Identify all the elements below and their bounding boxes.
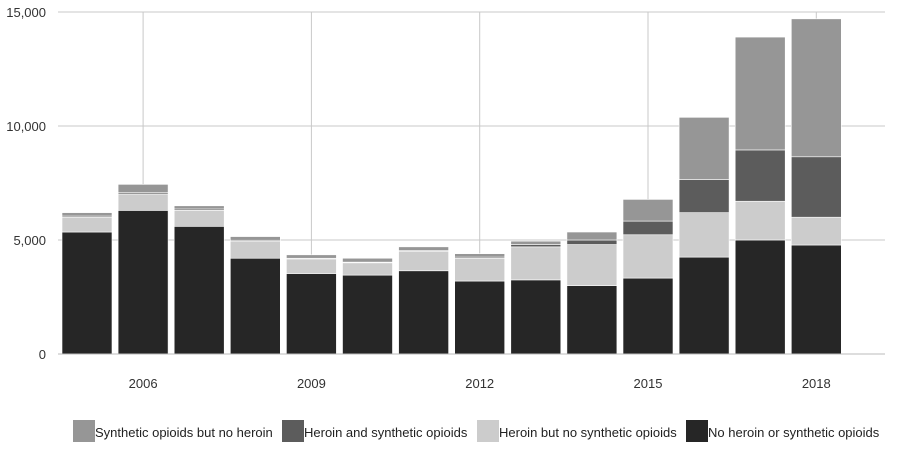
y-tick-label: 10,000 [6, 119, 46, 134]
bar-segment [454, 280, 506, 355]
bar-segment [510, 244, 562, 248]
bar-segment [734, 36, 786, 151]
bar-segment [734, 149, 786, 202]
legend-label: Heroin but no synthetic opioids [499, 425, 677, 440]
legend-label: Synthetic opioids but no heroin [95, 425, 273, 440]
bar-segment [61, 231, 113, 355]
x-tick-label: 2009 [297, 376, 326, 391]
axes: 0 5,000 10,000 15,000 2006 2009 2012 2015 2018 [6, 5, 885, 391]
bar-segment [566, 239, 618, 245]
bar-segment [790, 18, 842, 158]
x-tick-label: 2018 [802, 376, 831, 391]
bar-segment [790, 244, 842, 355]
y-tick-label: 15,000 [6, 5, 46, 20]
y-tick-label: 0 [39, 347, 46, 362]
bar-segment [230, 240, 281, 259]
bar-segment [790, 156, 842, 218]
bar-segment [398, 270, 449, 355]
bar-segment [678, 212, 730, 258]
x-tick-label: 2012 [465, 376, 494, 391]
bar-segment [734, 239, 786, 355]
legend-swatch [73, 420, 95, 442]
bar-segment [230, 257, 281, 355]
bar-segment [566, 285, 618, 355]
bar-segment [622, 199, 674, 222]
legend-swatch [686, 420, 708, 442]
legend-swatch [477, 420, 499, 442]
bar-segment [286, 273, 337, 355]
bar-segment [286, 258, 337, 274]
bar-segment [510, 279, 562, 355]
legend: Synthetic opioids but no heroin Heroin an… [73, 420, 880, 442]
bar-segment [117, 210, 169, 355]
bar-segment [622, 220, 674, 236]
legend-swatch [282, 420, 304, 442]
bar-segment [566, 244, 618, 286]
bar-segment [230, 236, 281, 241]
bar-segment [622, 234, 674, 279]
x-tick-label: 2015 [634, 376, 663, 391]
bar-segment [342, 262, 393, 276]
legend-label: Heroin and synthetic opioids [304, 425, 468, 440]
bar-segment [342, 257, 393, 263]
bar-segment [398, 246, 449, 251]
bar-segment [454, 253, 506, 258]
bar-segment [790, 216, 842, 246]
bar-segment [510, 240, 562, 245]
bar-segment [117, 193, 169, 211]
bar-segment [173, 210, 225, 227]
bar-segment [566, 231, 618, 241]
bar-segment [61, 212, 113, 217]
bar-segment [173, 226, 225, 355]
bar-segment [61, 216, 113, 233]
bar-segment [454, 257, 506, 282]
bar-segment [678, 117, 730, 180]
y-tick-label: 5,000 [13, 233, 46, 248]
bar-segment [734, 200, 786, 241]
bar-segment [286, 254, 337, 259]
legend-label: No heroin or synthetic opioids [708, 425, 880, 440]
bar-segment [342, 274, 393, 355]
x-tick-label: 2006 [129, 376, 158, 391]
bar-segment [678, 179, 730, 213]
bar-segment [117, 184, 169, 193]
bar-segment [622, 277, 674, 355]
bars [61, 18, 842, 355]
bar-segment [510, 246, 562, 281]
bar-segment [678, 256, 730, 355]
bar-segment [173, 205, 225, 210]
bar-segment [398, 251, 449, 272]
